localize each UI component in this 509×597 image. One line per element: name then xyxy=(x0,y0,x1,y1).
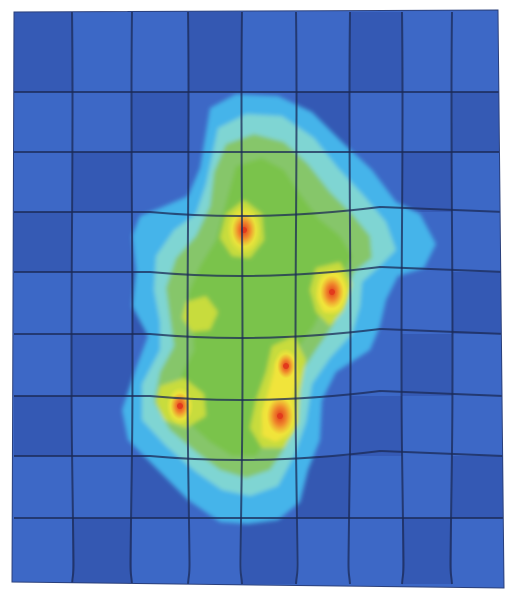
mesh-line-vertical xyxy=(129,11,134,585)
mesh-cell xyxy=(72,456,132,518)
mesh-cell xyxy=(72,272,132,334)
mesh-cell xyxy=(188,12,242,92)
mesh-lines xyxy=(14,11,504,585)
hotspot-core xyxy=(277,413,283,419)
mesh-cell xyxy=(296,12,350,92)
mesh-line-horizontal xyxy=(14,449,504,461)
mesh-cell xyxy=(402,334,452,396)
mesh-cell xyxy=(14,152,72,212)
mesh-cell xyxy=(402,12,452,92)
hotspot-core xyxy=(283,363,289,369)
mesh-cell xyxy=(14,334,72,396)
mesh-cell xyxy=(14,272,72,334)
mesh-cell xyxy=(452,518,504,584)
mesh-cell xyxy=(402,518,452,584)
mesh-line-vertical xyxy=(449,11,454,585)
mesh-line-vertical xyxy=(400,11,405,585)
mesh-cell xyxy=(402,272,452,334)
mesh-line-horizontal xyxy=(14,327,504,339)
mesh-cell xyxy=(452,334,504,396)
mesh-cell xyxy=(242,12,296,92)
mesh-cell xyxy=(72,92,132,152)
mesh-cell xyxy=(72,212,132,272)
hotspot-core xyxy=(177,403,183,409)
mesh-cell xyxy=(14,456,72,518)
mesh-cell xyxy=(72,12,132,92)
mesh-cell xyxy=(402,456,452,518)
mesh-line-horizontal xyxy=(14,265,504,277)
mesh-cell xyxy=(452,212,504,272)
mesh-cell xyxy=(452,152,504,212)
mesh-cell xyxy=(350,456,402,518)
plate-outline xyxy=(11,9,505,589)
mesh-cell xyxy=(402,152,452,212)
mesh-cell xyxy=(350,518,402,584)
mesh-cell xyxy=(350,12,402,92)
mesh-cell xyxy=(14,12,72,92)
hotspot-core xyxy=(329,289,335,295)
mesh-cell xyxy=(132,92,188,152)
mesh-line-vertical xyxy=(347,11,352,585)
contour-level-5e xyxy=(182,296,218,332)
mesh-line-horizontal xyxy=(14,389,504,401)
mesh-cell xyxy=(350,396,402,456)
mesh-cell xyxy=(452,272,504,334)
mesh-cell xyxy=(242,518,296,584)
mesh-cell xyxy=(452,456,504,518)
mesh-cell xyxy=(132,12,188,92)
mesh-cell xyxy=(72,334,132,396)
mesh-cell xyxy=(452,12,504,92)
contour-level-4 xyxy=(176,158,352,456)
mesh-line-vertical xyxy=(70,11,75,585)
mesh-cell xyxy=(132,518,188,584)
mesh-cell xyxy=(188,518,242,584)
mesh-cell xyxy=(296,518,350,584)
mesh-line-vertical xyxy=(294,11,299,585)
mesh-cell xyxy=(350,92,402,152)
mesh-cell xyxy=(14,212,72,272)
mesh-cell xyxy=(452,396,504,456)
mesh-cell xyxy=(72,152,132,212)
mesh-cell xyxy=(72,518,132,584)
mesh-line-vertical xyxy=(239,11,244,585)
mesh-cell xyxy=(402,92,452,152)
mesh-line-vertical xyxy=(186,11,191,585)
mesh-cell xyxy=(402,396,452,456)
mesh-cell xyxy=(14,396,72,456)
mesh-line-horizontal xyxy=(14,205,504,217)
mesh-cell xyxy=(14,92,72,152)
mesh-cell xyxy=(14,518,72,584)
hotspot-group xyxy=(166,206,350,443)
mesh-cell xyxy=(72,396,132,456)
mesh-cell xyxy=(452,92,504,152)
